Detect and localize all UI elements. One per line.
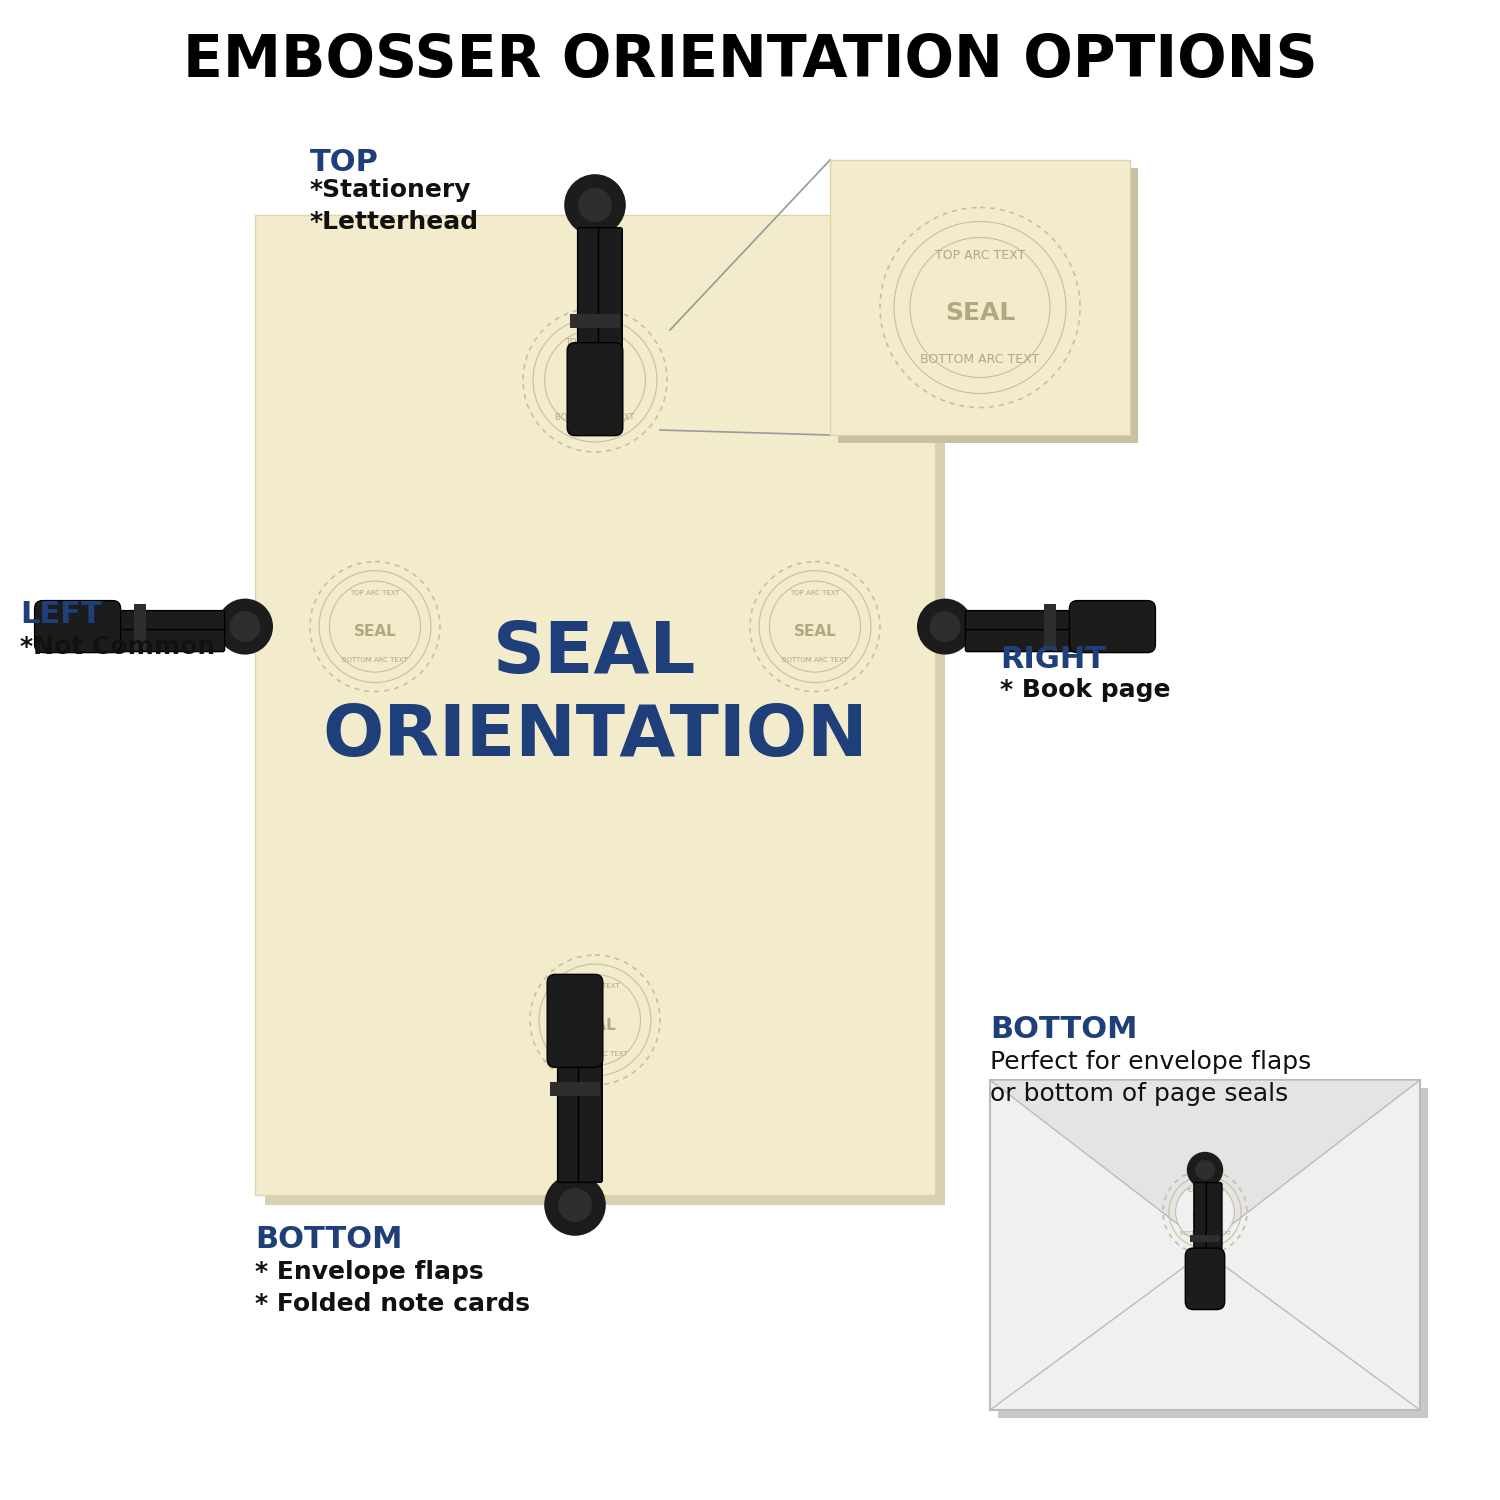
Text: *Not Common: *Not Common xyxy=(20,634,216,658)
Text: TOP ARC TEXT: TOP ARC TEXT xyxy=(790,590,840,596)
Text: * Envelope flaps
* Folded note cards: * Envelope flaps * Folded note cards xyxy=(255,1260,530,1316)
FancyBboxPatch shape xyxy=(548,975,603,1068)
Text: SEAL: SEAL xyxy=(572,376,618,394)
Text: BOTTOM: BOTTOM xyxy=(255,1226,402,1254)
Text: EMBOSSER ORIENTATION OPTIONS: EMBOSSER ORIENTATION OPTIONS xyxy=(183,32,1317,88)
Text: TOP ARC TEXT: TOP ARC TEXT xyxy=(566,338,626,346)
Circle shape xyxy=(1186,1152,1222,1188)
Text: BOTTOM: BOTTOM xyxy=(990,1016,1137,1044)
Text: SEAL: SEAL xyxy=(1191,1212,1218,1222)
FancyBboxPatch shape xyxy=(266,225,945,1204)
Text: BOTTOM ARC TEXT: BOTTOM ARC TEXT xyxy=(921,352,1040,366)
Circle shape xyxy=(217,598,273,654)
Text: SEAL
ORIENTATION: SEAL ORIENTATION xyxy=(322,620,868,771)
Circle shape xyxy=(910,237,1050,378)
FancyBboxPatch shape xyxy=(255,214,934,1196)
FancyBboxPatch shape xyxy=(1206,1182,1222,1258)
Text: BOTTOM ARC TEXT: BOTTOM ARC TEXT xyxy=(562,1052,628,1058)
FancyBboxPatch shape xyxy=(966,630,1080,651)
Circle shape xyxy=(230,610,261,642)
Bar xyxy=(549,1083,600,1095)
Bar xyxy=(1044,603,1056,650)
Text: LEFT: LEFT xyxy=(20,600,102,628)
Circle shape xyxy=(564,174,626,236)
FancyBboxPatch shape xyxy=(111,630,225,651)
Bar xyxy=(134,603,146,650)
Circle shape xyxy=(1196,1160,1215,1180)
Polygon shape xyxy=(990,1080,1420,1245)
FancyBboxPatch shape xyxy=(1194,1182,1209,1258)
FancyBboxPatch shape xyxy=(839,168,1138,442)
FancyBboxPatch shape xyxy=(567,342,622,435)
Circle shape xyxy=(544,330,645,430)
Text: * Book page: * Book page xyxy=(1000,678,1170,702)
Text: SEAL: SEAL xyxy=(573,1017,616,1032)
FancyBboxPatch shape xyxy=(111,610,225,633)
Circle shape xyxy=(330,580,420,672)
Text: TOP ARC TEXT: TOP ARC TEXT xyxy=(350,590,400,596)
Bar xyxy=(570,315,621,327)
Circle shape xyxy=(1176,1182,1234,1242)
FancyBboxPatch shape xyxy=(579,1058,603,1182)
Circle shape xyxy=(916,598,974,654)
Bar xyxy=(990,1080,1420,1410)
FancyBboxPatch shape xyxy=(830,160,1130,435)
FancyBboxPatch shape xyxy=(966,610,1080,633)
FancyBboxPatch shape xyxy=(578,228,602,352)
Text: BOTTOM ARC TEXT: BOTTOM ARC TEXT xyxy=(782,657,847,663)
FancyBboxPatch shape xyxy=(34,600,120,652)
Text: BOTTOM ARC TEXT: BOTTOM ARC TEXT xyxy=(1179,1232,1230,1236)
FancyBboxPatch shape xyxy=(598,228,622,352)
Text: Perfect for envelope flaps
or bottom of page seals: Perfect for envelope flaps or bottom of … xyxy=(990,1050,1311,1106)
Text: SEAL: SEAL xyxy=(945,300,1016,324)
Text: RIGHT: RIGHT xyxy=(1000,645,1106,674)
Text: TOP ARC TEXT: TOP ARC TEXT xyxy=(934,249,1024,262)
Bar xyxy=(998,1088,1428,1418)
Circle shape xyxy=(544,1174,606,1236)
Circle shape xyxy=(578,188,612,222)
FancyBboxPatch shape xyxy=(558,1058,582,1182)
Circle shape xyxy=(930,610,960,642)
Circle shape xyxy=(558,1188,592,1222)
Text: SEAL: SEAL xyxy=(794,624,837,639)
Bar xyxy=(1190,1234,1219,1242)
Circle shape xyxy=(549,975,640,1065)
Text: TOP ARC TEXT: TOP ARC TEXT xyxy=(570,982,620,988)
Text: BOTTOM ARC TEXT: BOTTOM ARC TEXT xyxy=(342,657,408,663)
FancyBboxPatch shape xyxy=(1070,600,1155,652)
Circle shape xyxy=(770,580,861,672)
FancyBboxPatch shape xyxy=(1185,1248,1224,1310)
Text: TOP: TOP xyxy=(310,148,380,177)
Text: SEAL: SEAL xyxy=(354,624,396,639)
Text: *Stationery
*Letterhead: *Stationery *Letterhead xyxy=(310,178,478,234)
Text: TOP ARC TEXT: TOP ARC TEXT xyxy=(1185,1188,1224,1192)
Text: BOTTOM ARC TEXT: BOTTOM ARC TEXT xyxy=(555,413,634,422)
